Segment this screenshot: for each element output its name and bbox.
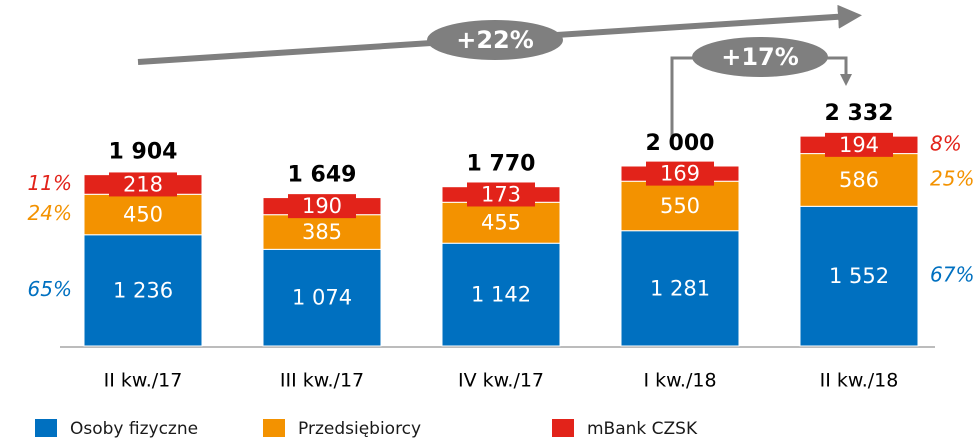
legend-swatch [552, 419, 574, 437]
x-tick-label: IV kw./17 [458, 370, 544, 392]
value-label: 173 [481, 182, 521, 206]
bar-segment [262, 214, 382, 250]
bar-segment [620, 180, 740, 232]
x-tick-label: I kw./18 [643, 370, 716, 392]
growth-badge [427, 20, 563, 60]
legend-swatch [263, 419, 285, 437]
bar-segment [441, 201, 561, 244]
total-label: 1 649 [288, 163, 357, 188]
share-label: 25% [930, 166, 974, 190]
total-label: 1 904 [109, 140, 178, 165]
value-label: 194 [839, 133, 879, 157]
value-label: 550 [660, 194, 700, 218]
growth-label: +22% [456, 26, 534, 54]
x-tick-label: II kw./17 [104, 370, 183, 392]
bar-segment [799, 205, 919, 347]
x-tick-label: II kw./18 [820, 370, 899, 392]
bar-segment [262, 248, 382, 347]
value-label: 455 [481, 211, 521, 235]
total-label: 1 770 [467, 152, 536, 177]
bar-segment [83, 193, 203, 236]
label-box [467, 182, 535, 207]
legend-swatch [35, 419, 57, 437]
value-label: 586 [839, 168, 879, 192]
legend-label: Osoby fizyczne [70, 419, 198, 439]
legend-label: mBank CZSK [587, 419, 698, 439]
value-label: 169 [660, 162, 700, 186]
share-label: 11% [28, 171, 72, 195]
total-label: 2 000 [646, 131, 715, 156]
value-label: 1 142 [471, 283, 531, 307]
value-label: 1 281 [650, 276, 710, 300]
value-label: 218 [123, 172, 163, 196]
share-label: 67% [930, 263, 974, 287]
x-tick-label: III kw./17 [280, 370, 364, 392]
growth-badge [692, 37, 828, 77]
share-label: 8% [930, 131, 962, 155]
value-label: 1 074 [292, 286, 352, 310]
value-label: 1 552 [829, 264, 889, 288]
share-label: 65% [28, 277, 72, 301]
bar-segment [799, 153, 919, 207]
bar-segment [620, 230, 740, 347]
legend-label: Przedsiębiorcy [298, 419, 421, 439]
value-label: 190 [302, 194, 342, 218]
value-label: 450 [123, 203, 163, 227]
label-box [646, 161, 714, 186]
share-label: 24% [28, 201, 72, 225]
value-label: 385 [302, 220, 342, 244]
value-label: 1 236 [113, 278, 173, 302]
label-box [288, 194, 356, 219]
bar-segment [441, 242, 561, 347]
total-label: 2 332 [825, 101, 894, 126]
label-box [109, 172, 177, 197]
growth-label: +17% [721, 43, 799, 71]
label-box [825, 132, 893, 157]
